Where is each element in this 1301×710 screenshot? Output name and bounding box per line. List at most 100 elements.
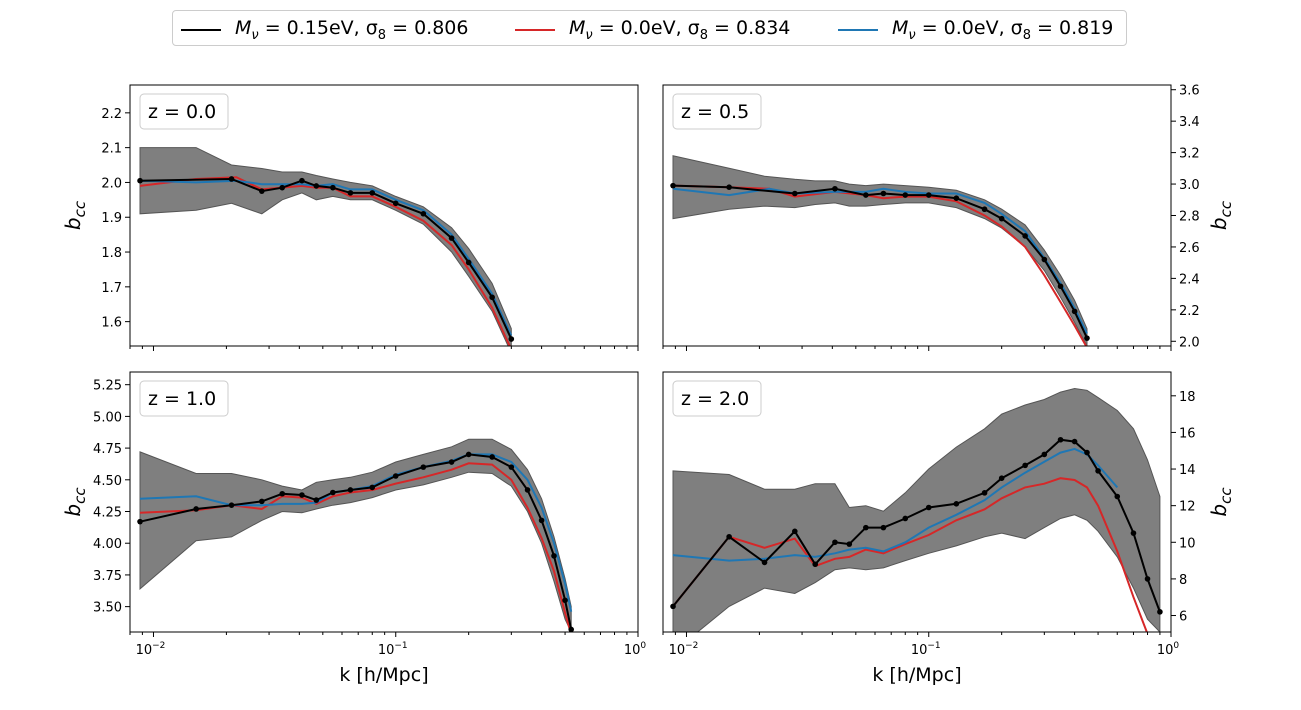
data-point — [347, 190, 354, 196]
data-point — [846, 541, 853, 547]
data-point — [1157, 609, 1163, 615]
data-point — [369, 190, 376, 196]
series-line-0 — [672, 438, 1161, 613]
y-tick-label: 5.25 — [93, 379, 122, 394]
y-tick-label: 1.8 — [101, 246, 122, 261]
legend-swatch-black — [181, 28, 221, 31]
data-point — [508, 464, 515, 470]
data-point — [392, 200, 399, 207]
y-tick-label: 2.2 — [1179, 304, 1200, 319]
data-point — [420, 210, 427, 217]
error-band — [672, 387, 1161, 632]
data-point — [1130, 530, 1137, 536]
legend-swatch-blue — [838, 28, 878, 31]
y-tick-label: 2.0 — [1179, 335, 1200, 350]
data-point — [670, 603, 676, 610]
series-line-2 — [672, 447, 1119, 562]
data-point — [448, 235, 455, 241]
y-axis-label: bcc — [1207, 200, 1235, 230]
panel-bottom-right: 6 8 10 12 14 16 18 bcc 10−2 10−1 100 k [h/Mpc] z = 2… — [662, 371, 1235, 686]
y-tick-label: 2.4 — [1179, 272, 1200, 287]
x-tick-label: 100 — [1157, 641, 1180, 658]
plot-area-top-right — [670, 155, 1090, 346]
series-line-2 — [672, 187, 1088, 334]
redshift-label: z = 0.0 — [148, 101, 216, 123]
x-axis-label: k [h/Mpc] — [872, 664, 961, 686]
data-point — [726, 184, 732, 190]
y-axis-label: bcc — [1207, 487, 1235, 517]
data-point — [981, 206, 988, 213]
data-point — [726, 533, 732, 540]
y-axis-label: bcc — [61, 200, 89, 230]
data-point — [670, 182, 676, 189]
data-point — [299, 177, 305, 184]
redshift-box — [672, 93, 762, 130]
legend-swatch-red — [515, 28, 555, 31]
data-point — [330, 184, 336, 191]
data-point — [981, 490, 988, 496]
data-point — [1095, 468, 1101, 474]
x-tick-label: 10−2 — [669, 641, 699, 658]
data-point — [551, 553, 557, 559]
x-axis-label: k [h/Mpc] — [339, 664, 428, 686]
y-tick-label: 4.50 — [93, 474, 122, 489]
series-line-1 — [672, 184, 1088, 346]
panel-bottom-left: 3.50 3.75 4.00 4.25 4.50 4.75 5.00 5.25 bcc 10−2 1… — [61, 371, 647, 686]
series-line-0 — [672, 184, 1088, 339]
y-tick-label: 3.75 — [93, 569, 122, 584]
data-point — [313, 497, 320, 503]
data-point — [880, 524, 887, 531]
y-tick-label: 6 — [1179, 610, 1187, 625]
data-point — [538, 517, 545, 524]
data-point — [998, 215, 1005, 222]
y-tick-label: 2.1 — [101, 142, 122, 157]
y-tick-label: 3.4 — [1179, 115, 1200, 130]
y-tick-label: 18 — [1179, 390, 1196, 405]
data-point — [953, 501, 960, 507]
data-point — [279, 490, 286, 497]
x-tick-label: 100 — [624, 641, 647, 658]
y-tick-label: 3.6 — [1179, 84, 1200, 99]
data-point — [259, 498, 265, 505]
panel-top-left: 1.6 1.7 1.8 1.9 2.0 2.1 2.2 bcc z = 0.0 — [61, 84, 639, 351]
data-point — [228, 176, 235, 182]
legend-entry-0: Mν = 0.15eV, σ8 = 0.806 — [181, 17, 468, 43]
error-band — [139, 147, 512, 346]
data-point — [925, 504, 932, 511]
redshift-label: z = 0.5 — [681, 101, 749, 123]
data-point — [568, 626, 575, 632]
data-point — [420, 464, 427, 470]
y-tick-label: 14 — [1179, 463, 1196, 478]
y-tick-label: 5.00 — [93, 410, 122, 425]
y-tick-label: 4.75 — [93, 442, 122, 457]
data-point — [465, 259, 472, 266]
data-point — [1041, 256, 1048, 263]
axes-frame — [129, 84, 639, 347]
data-point — [880, 190, 887, 197]
axes-frame — [129, 371, 639, 633]
series-line-2 — [139, 179, 513, 337]
data-point — [508, 336, 515, 342]
data-point — [465, 451, 472, 458]
legend: Mν = 0.15eV, σ8 = 0.806 Mν = 0.0eV, σ8 =… — [172, 10, 1127, 46]
data-point — [299, 492, 305, 498]
redshift-box — [672, 380, 762, 417]
data-point — [369, 484, 376, 491]
x-tick-label: 10−1 — [378, 641, 408, 658]
data-point — [137, 518, 143, 525]
data-point — [761, 559, 768, 566]
data-point — [448, 459, 455, 465]
legend-entry-1: Mν = 0.0eV, σ8 = 0.834 — [515, 17, 790, 43]
data-point — [1022, 233, 1028, 239]
y-tick-label: 2.6 — [1179, 241, 1200, 256]
y-tick-label: 2.0 — [101, 176, 122, 191]
data-point — [953, 195, 960, 202]
data-point — [1057, 436, 1064, 443]
plot-area-top-left — [137, 147, 515, 346]
data-point — [998, 475, 1005, 481]
data-point — [489, 454, 495, 460]
data-point — [863, 524, 869, 531]
legend-label-0: Mν = 0.15eV, σ8 = 0.806 — [235, 17, 469, 43]
y-tick-label: 8 — [1179, 573, 1187, 588]
